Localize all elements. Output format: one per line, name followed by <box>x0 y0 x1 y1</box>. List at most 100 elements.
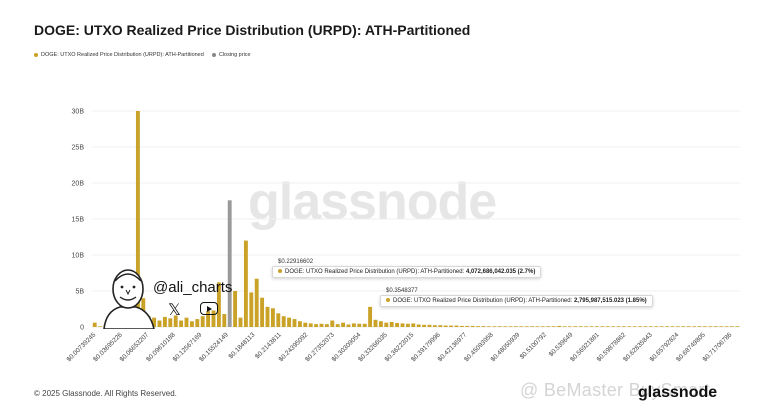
urpd-bar <box>378 321 383 327</box>
urpd-bar <box>492 326 497 327</box>
urpd-bar <box>600 326 605 327</box>
y-tick-label: 10B <box>72 253 85 260</box>
urpd-bar <box>432 325 437 327</box>
urpd-bar <box>162 316 167 327</box>
urpd-bar <box>513 326 518 327</box>
closing-price-bar <box>227 200 232 327</box>
urpd-bar <box>443 325 448 327</box>
urpd-bar <box>702 326 707 327</box>
urpd-bar <box>481 326 486 327</box>
urpd-bar <box>648 326 653 327</box>
tooltip-2-dot <box>386 298 390 303</box>
urpd-bar <box>729 326 734 327</box>
urpd-bar <box>297 321 302 327</box>
urpd-bar <box>697 326 702 327</box>
urpd-bar <box>98 326 103 327</box>
urpd-bar <box>654 326 659 327</box>
urpd-bar <box>438 325 443 327</box>
urpd-bar <box>200 316 205 327</box>
urpd-bar <box>330 320 335 327</box>
urpd-bar <box>594 326 599 327</box>
tooltip-2-price: $0.3548377 <box>386 288 418 294</box>
urpd-bar <box>546 326 551 327</box>
tooltip-2-label: DOGE: UTXO Realized Price Distribution (… <box>393 298 573 304</box>
urpd-bar <box>135 111 140 327</box>
urpd-bar <box>168 318 173 327</box>
urpd-bar <box>681 326 686 327</box>
urpd-bar <box>708 326 713 327</box>
urpd-bar <box>357 323 362 327</box>
urpd-bar <box>621 326 626 327</box>
legend-label-closing-price: Closing price <box>218 52 251 58</box>
urpd-bar <box>195 319 200 327</box>
urpd-bar <box>735 326 740 327</box>
urpd-bar <box>238 317 243 327</box>
urpd-bar <box>405 323 410 327</box>
urpd-bar <box>189 321 194 327</box>
legend-label-urpd: DOGE: UTXO Realized Price Distribution (… <box>41 52 204 58</box>
urpd-bar <box>184 317 189 327</box>
urpd-bar <box>389 321 394 327</box>
urpd-bar <box>303 322 308 327</box>
y-tick-label: 30B <box>72 109 85 116</box>
urpd-bar <box>384 322 389 327</box>
urpd-bar <box>395 323 400 327</box>
y-tick-label: 5B <box>75 289 84 296</box>
urpd-bar <box>335 324 340 327</box>
urpd-bar <box>692 326 697 327</box>
urpd-bar <box>465 325 470 327</box>
x-tick-label: $0.5100792 <box>519 331 549 361</box>
legend-item-urpd[interactable]: DOGE: UTXO Realized Price Distribution (… <box>34 52 204 58</box>
urpd-bar <box>449 325 454 327</box>
chart-title: DOGE: UTXO Realized Price Distribution (… <box>34 22 471 38</box>
urpd-bar <box>627 326 632 327</box>
urpd-bar <box>454 325 459 327</box>
legend-swatch-closing-price <box>211 53 216 57</box>
youtube-icon[interactable] <box>200 302 218 315</box>
x-tick-label: $0.539649 <box>548 331 575 358</box>
urpd-bar <box>92 322 97 327</box>
urpd-bar <box>249 292 254 327</box>
urpd-bar <box>638 326 643 327</box>
urpd-bar <box>341 322 346 327</box>
urpd-bar <box>319 323 324 327</box>
urpd-bar <box>616 326 621 327</box>
urpd-bar <box>206 311 211 327</box>
legend-item-closing-price[interactable]: Closing price <box>211 52 251 58</box>
urpd-bar <box>308 323 313 327</box>
x-tick-label: $0.1848113 <box>228 331 257 360</box>
urpd-bar <box>222 314 227 327</box>
urpd-bar <box>470 325 475 327</box>
tooltip-1-dot <box>278 269 282 274</box>
urpd-bar <box>276 313 281 327</box>
legend-swatch-urpd <box>34 53 38 57</box>
tooltip-2-value: 2,795,987,515.023 (1.85%) <box>573 298 647 304</box>
urpd-bar <box>476 326 481 327</box>
urpd-bar <box>324 324 329 327</box>
urpd-bar <box>535 326 540 327</box>
urpd-bar <box>643 326 648 327</box>
urpd-bar <box>675 326 680 327</box>
urpd-bar <box>632 326 637 327</box>
x-icon[interactable]: 𝕏 <box>168 302 181 319</box>
tooltip-1-value: 4,072,686,042.035 (2.7%) <box>465 269 536 275</box>
urpd-bar <box>400 323 405 327</box>
urpd-bar <box>503 326 508 327</box>
urpd-bar <box>287 317 292 327</box>
urpd-bar <box>584 326 589 327</box>
urpd-bar <box>314 324 319 327</box>
urpd-bar <box>233 291 238 327</box>
avatar <box>98 263 158 330</box>
urpd-bar <box>411 323 416 327</box>
urpd-bar <box>573 326 578 327</box>
urpd-bar <box>254 278 259 327</box>
overlay-watermark: @ BeMaster BuySmart <box>520 380 711 400</box>
glassnode-logo: glassnode <box>638 384 718 401</box>
urpd-bar <box>670 326 675 327</box>
urpd-bar <box>713 326 718 327</box>
tooltip-1-price: $0.22916602 <box>278 259 314 265</box>
urpd-bar <box>508 326 513 327</box>
urpd-bar <box>260 297 265 327</box>
tooltip-2: DOGE: UTXO Realized Price Distribution (… <box>380 295 653 307</box>
